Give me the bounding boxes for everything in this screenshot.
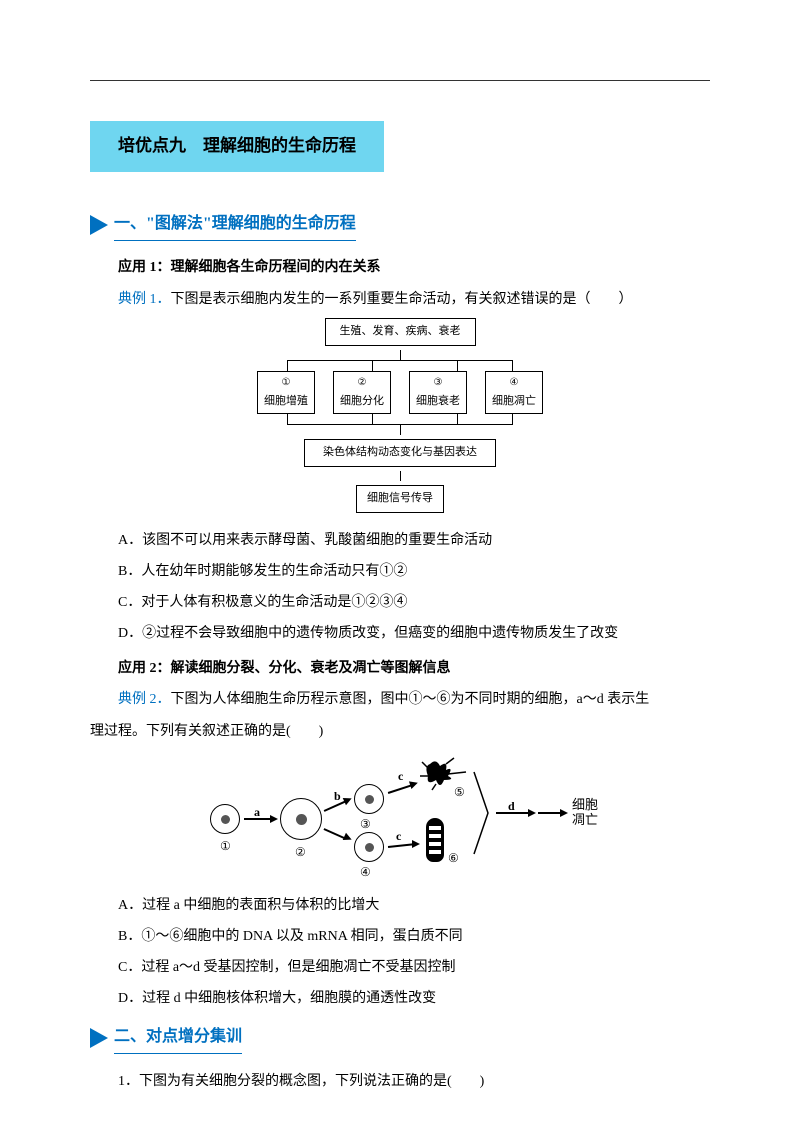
example-1-line: 典例 1．下图是表示细胞内发生的一系列重要生命活动，有关叙述错误的是（ ） bbox=[90, 287, 710, 312]
example-2-label: 典例 2． bbox=[118, 692, 171, 707]
example-2-line: 典例 2．下图为人体细胞生命历程示意图，图中①～⑥为不同时期的细胞，a～d 表示… bbox=[90, 687, 710, 712]
opt-2-b: B．①～⑥细胞中的 DNA 以及 mRNA 相同，蛋白质不同 bbox=[90, 923, 710, 951]
opt-2-a: A．过程 a 中细胞的表面积与体积的比增大 bbox=[90, 892, 710, 920]
section-arrow-icon-2 bbox=[90, 1028, 108, 1048]
cell-4 bbox=[354, 832, 384, 862]
diagram-2: ① a ② b ③ ④ c c bbox=[90, 752, 710, 881]
end-label: 细胞 凋亡 bbox=[572, 798, 598, 827]
arrow-c1-label: c bbox=[398, 766, 403, 788]
example-2-text1: 下图为人体细胞生命历程示意图，图中①～⑥为不同时期的细胞，a～d 表示生 bbox=[171, 692, 650, 707]
app2-title: 应用 2：解读细胞分裂、分化、衰老及凋亡等图解信息 bbox=[90, 656, 710, 681]
example-2-text2: 理过程。下列有关叙述正确的是( ) bbox=[90, 718, 710, 746]
diagram-1: 生殖、发育、疾病、衰老 ①细胞增殖 ②细胞分化 ③细胞衰老 ④细胞凋亡 染色体结… bbox=[90, 318, 710, 517]
opt-2-c: C．过程 a～d 受基因控制，但是细胞凋亡不受基因控制 bbox=[90, 954, 710, 982]
arrow-c2-label: c bbox=[396, 826, 401, 848]
options-2: A．过程 a 中细胞的表面积与体积的比增大 B．①～⑥细胞中的 DNA 以及 m… bbox=[90, 892, 710, 1013]
opt-1-d: D．②过程不会导致细胞中的遗传物质改变，但癌变的细胞中遗传物质发生了改变 bbox=[90, 620, 710, 648]
d1-box-2: ②细胞分化 bbox=[333, 371, 391, 415]
cell-3 bbox=[354, 784, 384, 814]
section-1-title: 一、"图解法"理解细胞的生命历程 bbox=[114, 210, 356, 242]
app1-title: 应用 1：理解细胞各生命历程间的内在关系 bbox=[90, 255, 710, 280]
question-1: 1．下图为有关细胞分裂的概念图，下列说法正确的是( ) bbox=[90, 1068, 710, 1096]
cell-2-label: ② bbox=[295, 842, 306, 864]
arrow-b-label: b bbox=[334, 786, 341, 808]
arrow-a-label: a bbox=[254, 802, 260, 824]
opt-1-b: B．人在幼年时期能够发生的生命活动只有①② bbox=[90, 558, 710, 586]
example-1-label: 典例 1． bbox=[118, 292, 171, 307]
d1-box-4: ④细胞凋亡 bbox=[485, 371, 543, 415]
section-2-header: 二、对点增分集训 bbox=[90, 1023, 710, 1055]
cell-1 bbox=[210, 804, 240, 834]
arrow-d-label: d bbox=[508, 796, 515, 818]
opt-1-c: C．对于人体有积极意义的生命活动是①②③④ bbox=[90, 589, 710, 617]
example-1-text: 下图是表示细胞内发生的一系列重要生命活动，有关叙述错误的是（ ） bbox=[171, 292, 633, 307]
d1-top-box: 生殖、发育、疾病、衰老 bbox=[325, 318, 476, 346]
cell-5-label: ⑤ bbox=[454, 782, 465, 804]
d1-box-3: ③细胞衰老 bbox=[409, 371, 467, 415]
top-rule bbox=[90, 80, 710, 81]
d1-bottom-box: 细胞信号传导 bbox=[356, 485, 444, 513]
d1-mid-box: 染色体结构动态变化与基因表达 bbox=[304, 439, 496, 467]
cell-4-label: ④ bbox=[360, 862, 371, 884]
options-1: A．该图不可以用来表示酵母菌、乳酸菌细胞的重要生命活动 B．人在幼年时期能够发生… bbox=[90, 527, 710, 648]
section-arrow-icon bbox=[90, 215, 108, 235]
opt-2-d: D．过程 d 中细胞核体积增大，细胞膜的通透性改变 bbox=[90, 985, 710, 1013]
cell-6-label: ⑥ bbox=[448, 848, 459, 870]
opt-1-a: A．该图不可以用来表示酵母菌、乳酸菌细胞的重要生命活动 bbox=[90, 527, 710, 555]
section-1-header: 一、"图解法"理解细胞的生命历程 bbox=[90, 210, 710, 242]
muscle-cell bbox=[426, 818, 444, 862]
section-2-title: 二、对点增分集训 bbox=[114, 1023, 242, 1055]
chapter-title: 培优点九 理解细胞的生命历程 bbox=[90, 121, 384, 172]
d1-boxes-row: ①细胞增殖 ②细胞分化 ③细胞衰老 ④细胞凋亡 bbox=[257, 371, 543, 415]
cell-1-label: ① bbox=[220, 836, 231, 858]
cell-2 bbox=[280, 798, 322, 840]
d1-box-1: ①细胞增殖 bbox=[257, 371, 315, 415]
